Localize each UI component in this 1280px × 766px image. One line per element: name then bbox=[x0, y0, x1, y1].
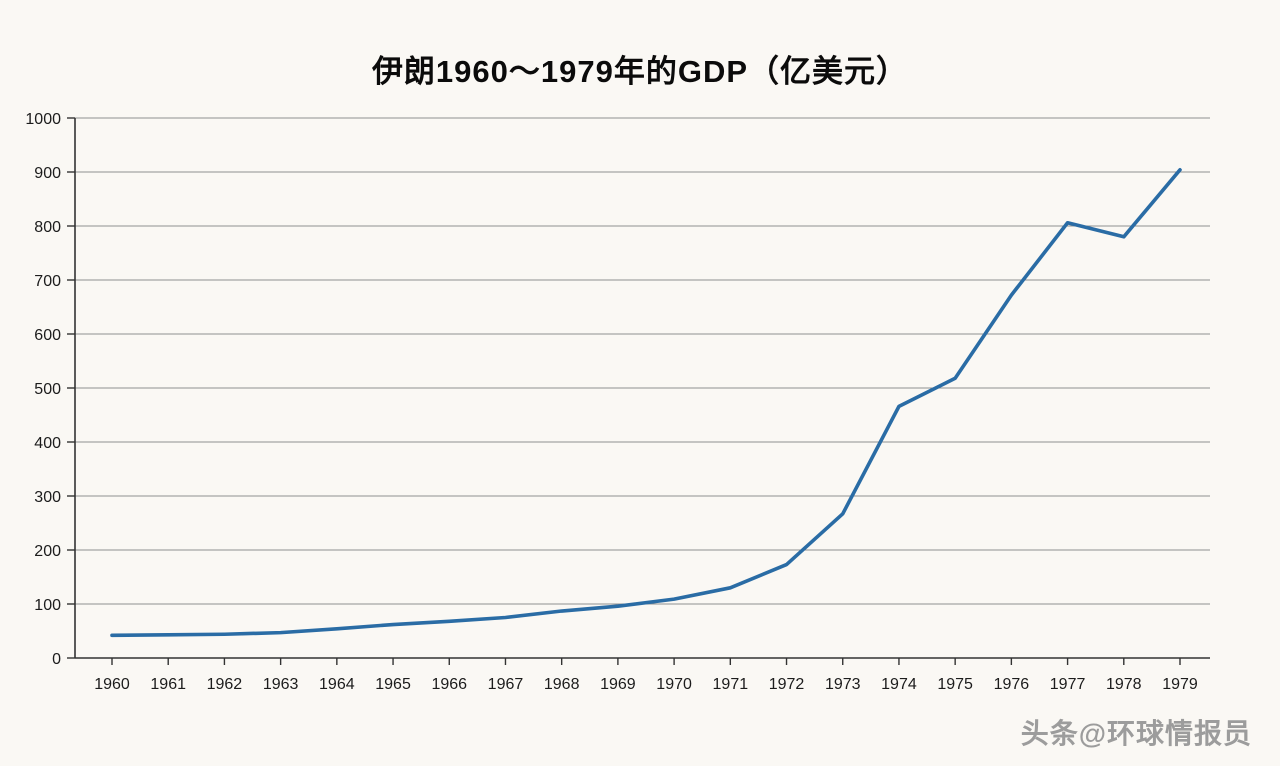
x-tick-label: 1978 bbox=[1106, 676, 1142, 693]
y-tick-label: 0 bbox=[52, 651, 61, 668]
chart-title: 伊朗1960～1979年的GDP（亿美元） bbox=[371, 54, 909, 89]
y-tick-label: 100 bbox=[34, 597, 61, 614]
y-tick-label: 800 bbox=[34, 219, 61, 236]
x-tick-label: 1964 bbox=[319, 676, 355, 693]
y-tick-label: 1000 bbox=[25, 111, 61, 128]
x-tick-label: 1977 bbox=[1050, 676, 1086, 693]
x-tick-label: 1970 bbox=[656, 676, 692, 693]
x-tick-label: 1963 bbox=[263, 676, 299, 693]
x-tick-label: 1974 bbox=[881, 676, 917, 693]
x-tick-label: 1966 bbox=[431, 676, 467, 693]
x-tick-label: 1968 bbox=[544, 676, 580, 693]
x-tick-label: 1962 bbox=[207, 676, 243, 693]
y-tick-label: 600 bbox=[34, 327, 61, 344]
y-tick-label: 700 bbox=[34, 273, 61, 290]
y-tick-label: 900 bbox=[34, 165, 61, 182]
x-tick-label: 1971 bbox=[713, 676, 749, 693]
x-tick-label: 1960 bbox=[94, 676, 130, 693]
x-tick-label: 1961 bbox=[150, 676, 186, 693]
gdp-line bbox=[110, 168, 1182, 638]
x-tick-label: 1975 bbox=[937, 676, 973, 693]
watermark-text: 头条@环球情报员 bbox=[1020, 718, 1252, 749]
y-tick-label: 500 bbox=[34, 381, 61, 398]
y-tick-label: 200 bbox=[34, 543, 61, 560]
x-tick-label: 1976 bbox=[994, 676, 1030, 693]
x-tick-label: 1965 bbox=[375, 676, 411, 693]
x-tick-label: 1969 bbox=[600, 676, 636, 693]
x-tick-label: 1979 bbox=[1162, 676, 1198, 693]
x-tick-label: 1973 bbox=[825, 676, 861, 693]
x-tick-label: 1972 bbox=[769, 676, 805, 693]
x-tick-label: 1967 bbox=[488, 676, 524, 693]
y-tick-label: 400 bbox=[34, 435, 61, 452]
y-tick-label: 300 bbox=[34, 489, 61, 506]
